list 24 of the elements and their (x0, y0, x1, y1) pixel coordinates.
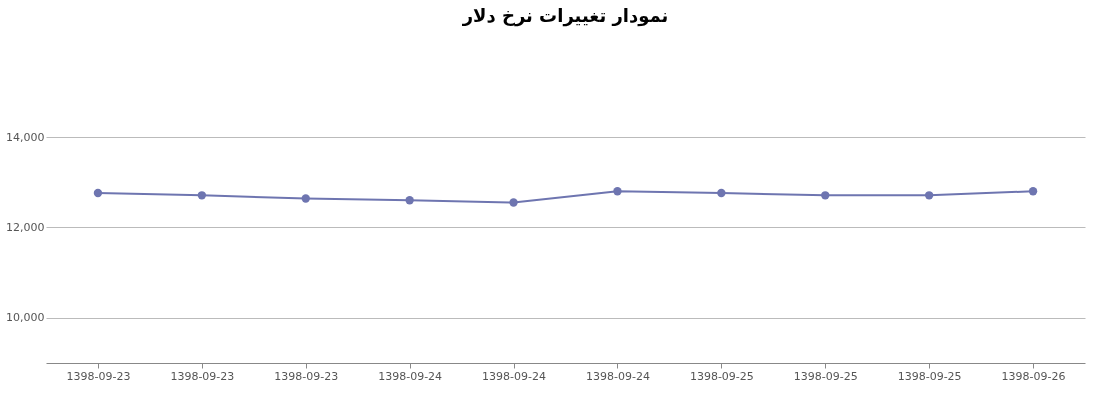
x-tick-label: 1398-09-23 (66, 369, 131, 383)
x-tick-label: 1398-09-25 (793, 369, 858, 383)
y-tick-label: 14,000 (6, 130, 45, 144)
x-tick-label: 1398-09-24 (378, 369, 443, 383)
point (197, 191, 207, 200)
point (1028, 187, 1038, 196)
point (509, 198, 518, 207)
point (301, 194, 310, 203)
x-tick-label: 1398-09-23 (274, 369, 339, 383)
point (924, 191, 934, 200)
x-tick-label: 1398-09-24 (482, 369, 547, 383)
x-tick-label: 1398-09-25 (897, 369, 962, 383)
x-tick-label: 1398-09-23 (170, 369, 235, 383)
point (405, 196, 414, 205)
point (93, 188, 103, 198)
point (821, 191, 830, 200)
x-tick-label: 1398-09-24 (585, 369, 650, 383)
y-tick-label: 10,000 (6, 311, 45, 325)
x-tick-label: 1398-09-25 (689, 369, 754, 383)
point (717, 188, 726, 198)
x-tick-label: 1398-09-26 (1001, 369, 1066, 383)
point (613, 187, 622, 196)
y-tick-label: 12,000 (6, 220, 45, 234)
chart-title: نمودار تغییرات نرخ دلار (461, 5, 669, 27)
